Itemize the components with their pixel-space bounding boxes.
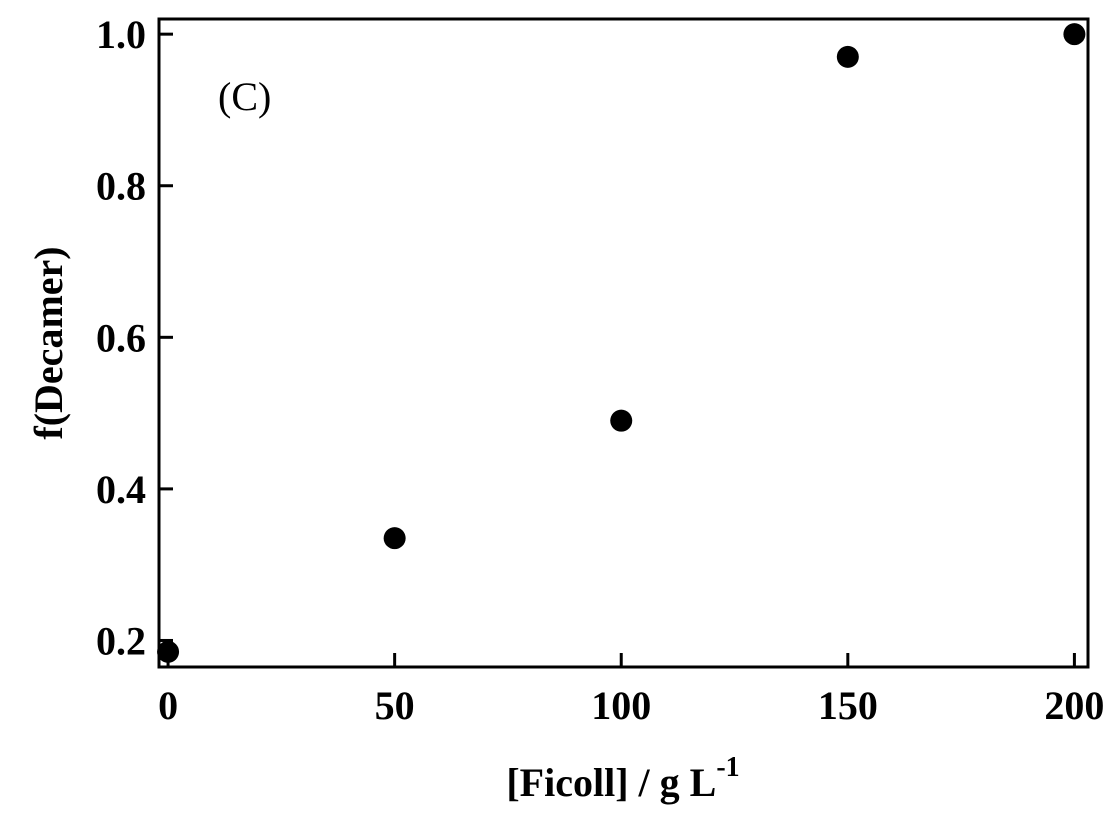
- y-tick-label: 0.2: [96, 618, 146, 663]
- x-tick-label: 200: [1044, 683, 1104, 728]
- y-tick-label: 0.8: [96, 164, 146, 209]
- x-axis-ticks: 0 50 100 150 200: [158, 653, 1104, 728]
- y-axis-label: f(Decamer): [26, 246, 71, 439]
- x-tick-label: 150: [818, 683, 878, 728]
- x-axis-label-superscript: -1: [716, 752, 739, 783]
- data-point: [610, 409, 633, 432]
- y-axis-ticks: 0.2 0.4 0.6 0.8 1.0: [96, 12, 173, 663]
- panel-label: (C): [218, 74, 271, 119]
- y-tick-label: 1.0: [96, 12, 146, 57]
- x-tick-label: 0: [158, 683, 178, 728]
- x-tick-label: 100: [591, 683, 651, 728]
- data-point: [383, 527, 406, 550]
- y-tick-label: 0.4: [96, 467, 146, 512]
- x-axis-label: [Ficoll] / g L-1: [506, 752, 739, 805]
- data-point: [157, 640, 180, 663]
- data-points: [157, 23, 1086, 663]
- data-point: [836, 45, 859, 68]
- x-tick-label: 50: [375, 683, 415, 728]
- x-axis-label-text: [Ficoll] / g L: [506, 760, 716, 805]
- data-point: [1063, 23, 1086, 46]
- plot-frame: [157, 17, 1090, 669]
- y-tick-label: 0.6: [96, 315, 146, 360]
